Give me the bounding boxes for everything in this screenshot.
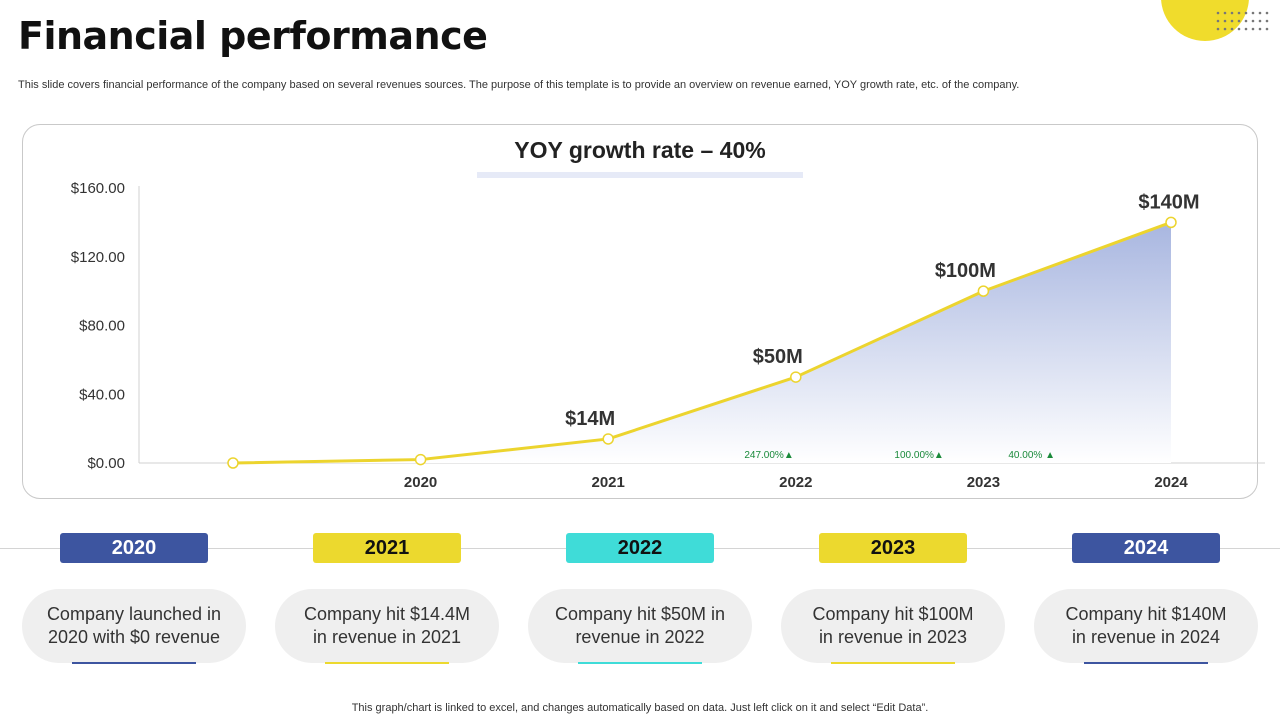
milestone-text-line1: Company hit $100M	[812, 604, 974, 624]
year-badge-2020: 2020	[60, 533, 208, 563]
milestone-text-line1: Company launched in	[46, 604, 222, 624]
chart-title-underline	[477, 172, 803, 178]
growth-label: 40.00% ▲	[1008, 450, 1055, 461]
growth-label: 100.00%▲	[894, 450, 943, 461]
decorative-dots	[1216, 11, 1269, 31]
year-badge-2022: 2022	[566, 533, 714, 563]
footer-note: This graph/chart is linked to excel, and…	[351, 702, 929, 714]
milestone-accent-line	[578, 662, 702, 664]
milestone-text-line2: in revenue in 2024	[1071, 627, 1221, 647]
year-badge-2023: 2023	[819, 533, 967, 563]
page-title: Financial performance	[18, 14, 488, 58]
data-label: $14M	[565, 408, 615, 430]
milestone-text-line2: in revenue in 2023	[818, 627, 968, 647]
milestone-text-line2: 2020 with $0 revenue	[47, 627, 221, 647]
data-label: $50M	[753, 346, 803, 368]
year-badge-2024: 2024	[1072, 533, 1220, 563]
milestone-card-2020: Company launched in 2020 with $0 revenue	[22, 589, 246, 663]
data-point-2020	[414, 453, 427, 466]
area-fill	[233, 222, 1171, 463]
page-subtitle: This slide covers financial performance …	[18, 79, 1020, 91]
y-tick-label: $40.00	[79, 386, 125, 403]
data-point-2022	[790, 371, 802, 383]
y-tick-label: $80.00	[79, 318, 125, 335]
milestone-accent-line	[831, 662, 955, 664]
x-tick-label: 2021	[592, 474, 625, 491]
data-label: $100M	[935, 260, 996, 282]
milestone-accent-line	[325, 662, 449, 664]
milestone-card-2024: Company hit $140M in revenue in 2024	[1034, 589, 1258, 663]
y-tick-label: $160.00	[71, 180, 125, 197]
series-line	[232, 220, 1172, 465]
milestone-card-2021: Company hit $14.4M in revenue in 2021	[275, 589, 499, 663]
milestone-text-line1: Company hit $50M in	[554, 604, 726, 624]
chart-title: YOY growth rate – 40%	[514, 137, 766, 163]
milestone-card-2022: Company hit $50M in revenue in 2022	[528, 589, 752, 663]
milestone-accent-line	[1084, 662, 1208, 664]
milestone-text-line2: revenue in 2022	[575, 627, 705, 647]
x-tick-label: 2022	[779, 474, 812, 491]
y-tick-label: $120.00	[71, 249, 125, 266]
x-tick-label: 2020	[404, 474, 437, 491]
y-tick-label: $0.00	[87, 455, 125, 472]
data-point-2024	[1165, 216, 1177, 229]
milestone-accent-line	[72, 662, 196, 664]
data-point-start	[227, 457, 239, 469]
growth-label: 247.00%▲	[744, 450, 793, 461]
milestone-text-line2: in revenue in 2021	[312, 627, 462, 647]
data-label: $140M	[1138, 191, 1199, 213]
milestone-text-line1: Company hit $140M	[1065, 604, 1227, 624]
x-tick-label: 2023	[967, 474, 1000, 491]
milestone-text-line1: Company hit $14.4M	[303, 604, 471, 624]
x-tick-label: 2024	[1154, 474, 1188, 491]
data-point-2023	[977, 285, 990, 297]
data-point-2021	[602, 433, 614, 445]
year-badge-2021: 2021	[313, 533, 461, 563]
milestone-card-2023: Company hit $100M in revenue in 2023	[781, 589, 1005, 663]
